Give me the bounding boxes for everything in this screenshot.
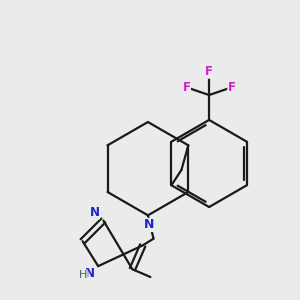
Text: N: N <box>144 218 155 231</box>
Text: N: N <box>84 267 94 280</box>
Text: F: F <box>205 65 213 78</box>
Text: F: F <box>228 81 236 94</box>
Text: N: N <box>90 206 100 219</box>
Text: F: F <box>182 81 190 94</box>
Text: H: H <box>79 270 87 280</box>
